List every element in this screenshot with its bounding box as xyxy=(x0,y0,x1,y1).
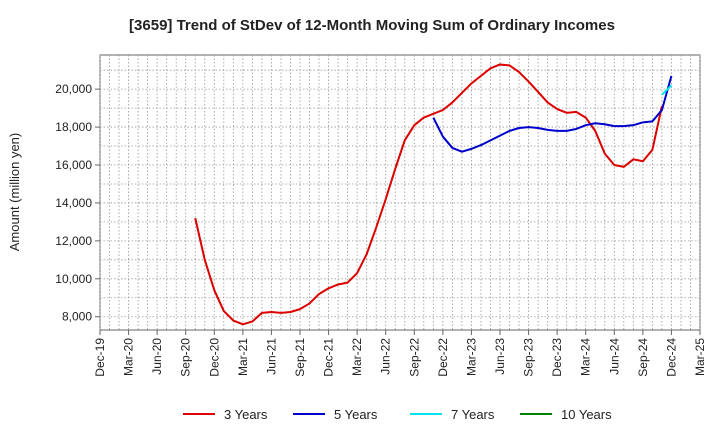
y-tick-label: 10,000 xyxy=(55,272,92,286)
plot-area xyxy=(99,54,701,331)
x-tick-label: Jun-23 xyxy=(493,338,507,375)
y-tick-label: 12,000 xyxy=(55,234,92,248)
y-tick-label: 16,000 xyxy=(55,158,92,172)
y-tick-label: 18,000 xyxy=(55,120,92,134)
y-tick-label: 14,000 xyxy=(55,196,92,210)
x-tick-label: Dec-22 xyxy=(436,338,450,377)
series-line-7-years xyxy=(661,84,673,96)
grid xyxy=(99,55,701,330)
y-tick-label: 8,000 xyxy=(62,310,92,324)
y-axis-title: Amount (million yen) xyxy=(7,133,22,252)
x-tick-label: Sep-24 xyxy=(636,338,650,377)
x-tick-label: Mar-25 xyxy=(693,338,707,376)
x-tick-label: Jun-20 xyxy=(150,338,164,375)
legend-label: 7 Years xyxy=(451,407,495,422)
series-lines xyxy=(194,63,673,326)
x-tick-label: Mar-24 xyxy=(579,338,593,376)
x-tick-label: Mar-22 xyxy=(350,338,364,376)
x-tick-label: Sep-22 xyxy=(407,338,421,377)
x-tick-label: Jun-24 xyxy=(607,338,621,375)
x-tick-label: Sep-21 xyxy=(293,338,307,377)
legend-label: 5 Years xyxy=(334,407,378,422)
series-line-5-years xyxy=(432,75,673,153)
x-tick-label: Dec-20 xyxy=(207,338,221,377)
x-tick-label: Mar-23 xyxy=(464,338,478,376)
x-tick-label: Jun-21 xyxy=(264,338,278,375)
x-tick-label: Sep-23 xyxy=(522,338,536,377)
x-axis: Dec-19 Mar-20 Jun-20 Sep-20 Dec-20 Mar-21 Jun-… xyxy=(93,330,707,377)
x-tick-label: Dec-24 xyxy=(664,338,678,377)
x-tick-label: Dec-23 xyxy=(550,338,564,377)
y-axis: 8,000 10,000 12,000 14,000 16,000 18,000 20,00… xyxy=(55,82,100,324)
x-tick-label: Dec-21 xyxy=(322,338,336,377)
x-tick-label: Sep-20 xyxy=(179,338,193,377)
x-tick-label: Mar-21 xyxy=(236,338,250,376)
series-line-3-years xyxy=(194,63,663,326)
legend: 3 Years 5 Years 7 Years 10 Years xyxy=(183,407,612,422)
y-tick-label: 20,000 xyxy=(55,82,92,96)
x-tick-label: Mar-20 xyxy=(122,338,136,376)
legend-label: 10 Years xyxy=(561,407,612,422)
legend-label: 3 Years xyxy=(224,407,268,422)
chart-title: [3659] Trend of StDev of 12-Month Moving… xyxy=(129,17,615,34)
x-tick-label: Dec-19 xyxy=(93,338,107,377)
x-tick-label: Jun-22 xyxy=(379,338,393,375)
